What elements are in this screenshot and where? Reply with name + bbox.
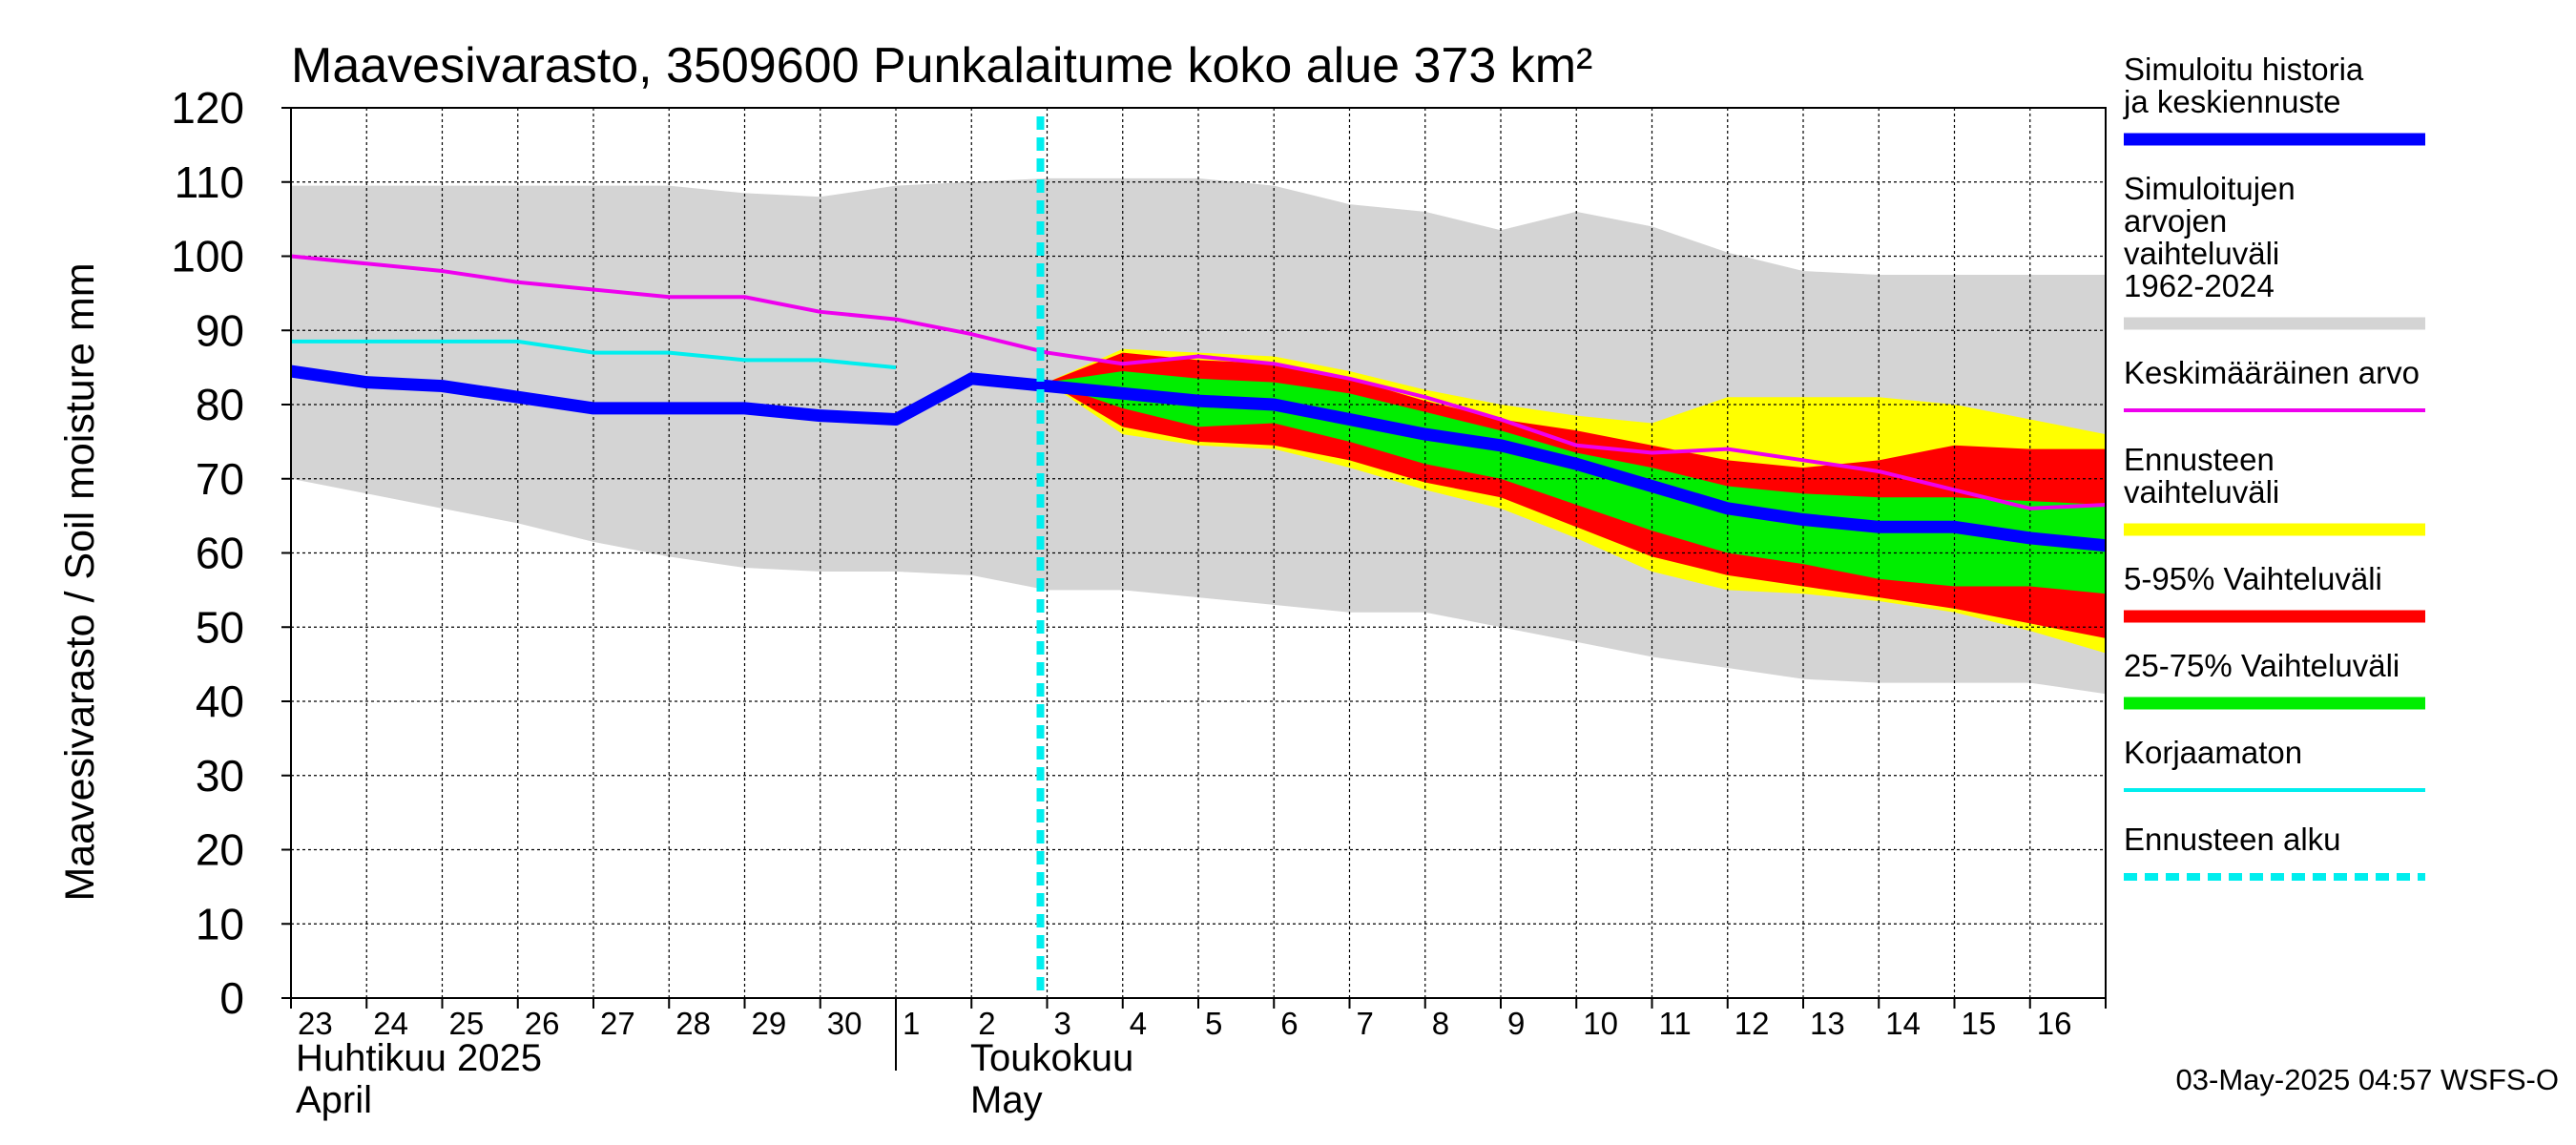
y-tick-label: 0 [219, 973, 244, 1023]
x-tick-label: 6 [1280, 1006, 1298, 1041]
legend-label: 25-75% Vaihteluväli [2124, 648, 2399, 683]
y-axis-label: Maavesivarasto / Soil moisture mm [57, 262, 103, 901]
x-tick-label: 28 [675, 1006, 711, 1041]
legend-item-keskim-r-inen-arvo: Keskimääräinen arvo [2124, 355, 2425, 412]
y-tick-label: 120 [171, 83, 244, 133]
y-tick-label: 80 [196, 380, 244, 429]
legend-label: Ennusteen [2124, 442, 2275, 477]
x-tick-label: 27 [600, 1006, 635, 1041]
y-tick-label: 20 [196, 825, 244, 875]
x-tick-label: 15 [1962, 1006, 1997, 1041]
series-lines [290, 254, 2107, 552]
y-tick-label: 30 [196, 751, 244, 801]
month-label-fi: Huhtikuu 2025 [296, 1037, 542, 1079]
x-tick-label: 12 [1735, 1006, 1770, 1041]
x-tick-label: 24 [373, 1006, 408, 1041]
legend-label: vaihteluväli [2124, 474, 2279, 510]
legend-item-5-95-vaihteluv-li: 5-95% Vaihteluväli [2124, 561, 2425, 623]
legend-item-25-75-vaihteluv-li: 25-75% Vaihteluväli [2124, 648, 2425, 710]
x-tick-label: 16 [2037, 1006, 2072, 1041]
x-tick-label: 9 [1507, 1006, 1525, 1041]
y-tick-label: 110 [175, 157, 244, 207]
legend-label: Keskimääräinen arvo [2124, 355, 2420, 390]
x-tick-label: 30 [827, 1006, 862, 1041]
y-tick-label: 100 [171, 232, 244, 281]
legend-label: ja keskiennuste [2123, 84, 2340, 119]
timestamp-label: 03-May-2025 04:57 WSFS-O [2176, 1063, 2559, 1096]
x-tick-label: 5 [1205, 1006, 1222, 1041]
x-tick-label: 13 [1810, 1006, 1845, 1041]
line-simuloitu-historia-ja-keskiennuste [290, 364, 2107, 552]
legend-label: arvojen [2124, 203, 2227, 239]
legend-label: 5-95% Vaihteluväli [2124, 561, 2382, 596]
x-tick-label: 29 [752, 1006, 787, 1041]
x-tick-label: 11 [1659, 1006, 1692, 1041]
chart-title: Maavesivarasto, 3509600 Punkalaitume kok… [291, 38, 1592, 94]
x-tick-label: 4 [1130, 1006, 1147, 1041]
month-label-en: May [970, 1079, 1043, 1121]
x-tick-label: 25 [449, 1006, 485, 1041]
line-korjaamaton [291, 339, 897, 370]
legend-label: Ennusteen alku [2124, 822, 2341, 857]
x-tick-label: 26 [525, 1006, 560, 1041]
x-tick-label: 1 [903, 1006, 920, 1041]
line-keskim-r-inen-arvo [290, 254, 2107, 510]
month-label-en: April [296, 1079, 372, 1121]
x-tick-label: 8 [1432, 1006, 1449, 1041]
legend-label: Simuloitujen [2124, 171, 2296, 206]
x-tick-label: 7 [1357, 1006, 1374, 1041]
legend-label: Simuloitu historia [2124, 52, 2364, 87]
legend-label: 1962-2024 [2124, 268, 2275, 303]
y-tick-label: 40 [196, 677, 244, 726]
y-tick-label: 60 [196, 529, 244, 578]
x-tick-label: 10 [1583, 1006, 1618, 1041]
y-tick-label: 90 [196, 305, 244, 355]
legend-label: Korjaamaton [2124, 735, 2302, 770]
legend-item-ennusteen-alku: Ennusteen alku [2124, 822, 2425, 881]
x-tick-label: 3 [1054, 1006, 1071, 1041]
x-tick-label: 2 [978, 1006, 995, 1041]
y-tick-label: 10 [196, 899, 244, 948]
x-tick-label: 23 [298, 1006, 333, 1041]
month-label-fi: Toukokuu [970, 1037, 1133, 1079]
y-tick-label: 70 [196, 454, 244, 504]
legend-label: vaihteluväli [2124, 236, 2279, 271]
y-tick-label: 50 [196, 602, 244, 652]
x-tick-label: 14 [1885, 1006, 1921, 1041]
legend-item-korjaamaton: Korjaamaton [2124, 735, 2425, 792]
